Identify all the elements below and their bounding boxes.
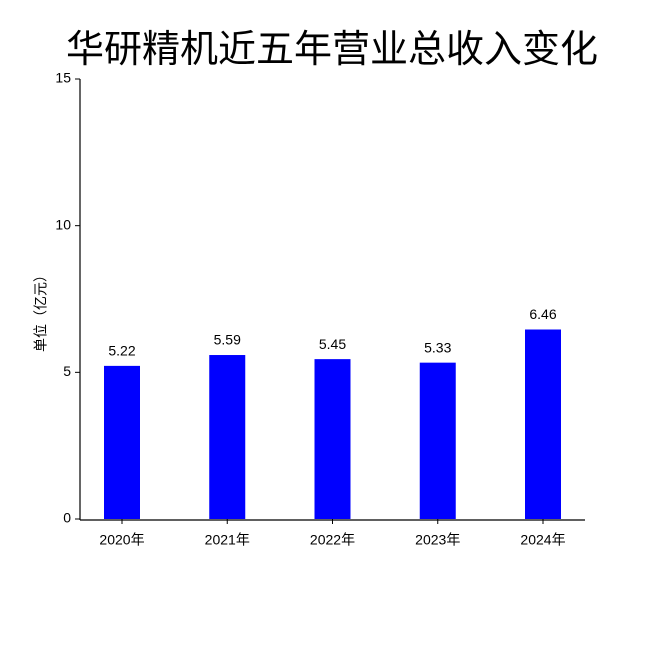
bar bbox=[104, 365, 140, 519]
data-label: 5.33 bbox=[424, 339, 451, 355]
y-axis-label: 单位（亿元） bbox=[33, 268, 49, 352]
x-tick-label: 2023年 bbox=[415, 532, 460, 548]
data-label: 5.59 bbox=[214, 332, 241, 348]
data-label: 5.22 bbox=[108, 343, 135, 359]
chart-title: 华研精机近五年营业总收入变化 bbox=[66, 29, 598, 71]
x-tick-label: 2021年 bbox=[205, 532, 250, 548]
bar bbox=[525, 329, 561, 519]
x-tick-label: 2024年 bbox=[520, 532, 565, 548]
y-tick-label: 5 bbox=[63, 363, 71, 379]
data-label: 6.46 bbox=[529, 306, 556, 322]
bar bbox=[209, 355, 246, 519]
x-tick-label: 2020年 bbox=[99, 532, 144, 548]
x-tick-label: 2022年 bbox=[310, 532, 355, 548]
y-tick-label: 0 bbox=[63, 510, 71, 526]
y-tick-label: 10 bbox=[55, 216, 71, 232]
data-label: 5.45 bbox=[319, 336, 346, 352]
bar bbox=[419, 362, 456, 519]
y-tick-label: 15 bbox=[55, 70, 71, 86]
bar bbox=[314, 359, 351, 519]
